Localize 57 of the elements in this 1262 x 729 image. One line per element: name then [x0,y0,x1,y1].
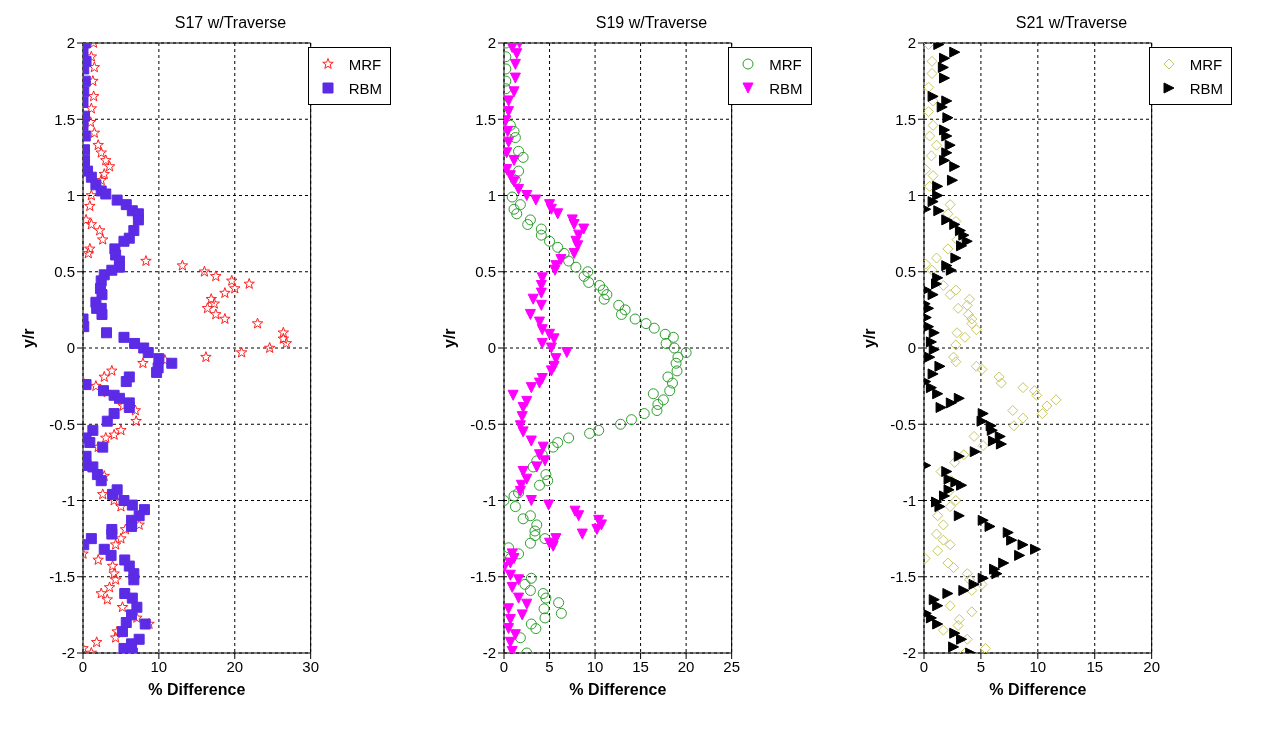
y-tick-label: -0.5 [469,415,496,433]
chart-title: S21 w/Traverse [1015,14,1128,31]
x-tick-label: 0 [499,657,508,675]
x-tick-label: 20 [226,657,244,675]
y-tick-label: 1.5 [895,110,916,128]
y-tick-label: -1.5 [469,568,496,586]
y-axis-title: y/r [440,328,458,348]
x-axis-title: % Difference [568,681,666,698]
y-tick-label: -1.5 [890,568,916,586]
x-axis-title: % Difference [148,681,246,698]
chart-title: S17 w/Traverse [174,14,287,31]
x-tick-label: 5 [976,657,986,675]
y-tick-label: -1 [902,491,916,509]
x-tick-label: 10 [150,657,168,675]
x-tick-label: 15 [1086,657,1104,675]
legend-label: RBM [769,79,803,97]
y-tick-label: -1.5 [49,568,75,586]
x-tick-label: 20 [1143,657,1160,675]
y-tick-label: 0 [907,339,916,357]
y-tick-label: 0 [487,339,496,357]
x-tick-label: 10 [1029,657,1047,675]
chart-title: S19 w/Traverse [595,14,707,31]
y-tick-label: 0.5 [54,263,75,281]
y-tick-label: -2 [482,644,496,662]
y-axis-title: y/r [860,328,878,348]
x-tick-label: 0 [78,657,88,675]
x-tick-label: 15 [631,657,649,675]
x-tick-label: 20 [677,657,694,675]
y-tick-label: -2 [902,644,916,662]
y-tick-label: 0.5 [895,263,916,281]
x-axis-title: % Difference [989,681,1087,698]
y-tick-label: 1 [907,186,916,204]
y-tick-label: 0.5 [474,263,496,281]
y-tick-label: 0 [66,339,75,357]
y-tick-label: 1 [66,186,75,204]
legend-label: MRF [348,55,382,73]
x-tick-label: 25 [722,657,740,675]
y-tick-label: 1.5 [54,110,75,128]
y-tick-label: 2 [66,34,75,52]
legend-label: RBM [1189,79,1223,97]
x-tick-label: 0 [919,657,929,675]
legend-label: MRF [769,55,802,73]
y-tick-label: -1 [482,491,496,509]
y-tick-label: -2 [61,644,75,662]
y-tick-label: 2 [907,34,916,52]
y-tick-label: 2 [487,34,496,52]
y-tick-label: 1 [487,186,496,204]
y-tick-label: 1.5 [474,110,496,128]
x-tick-label: 30 [302,657,319,675]
legend-label: RBM [348,79,382,97]
y-tick-label: -1 [61,491,75,509]
y-tick-label: -0.5 [890,415,916,433]
y-axis-title: y/r [19,328,37,348]
legend-label: MRF [1189,55,1223,73]
x-tick-label: 5 [544,657,554,675]
x-tick-label: 10 [586,657,603,675]
y-tick-label: -0.5 [49,415,75,433]
